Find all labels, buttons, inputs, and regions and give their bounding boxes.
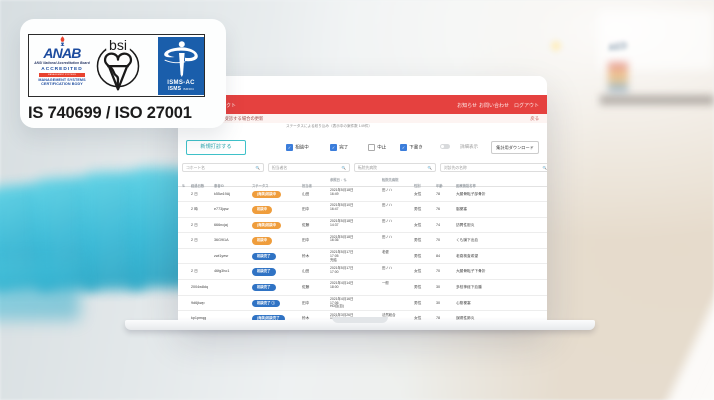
svg-text:bsi: bsi <box>109 37 127 53</box>
